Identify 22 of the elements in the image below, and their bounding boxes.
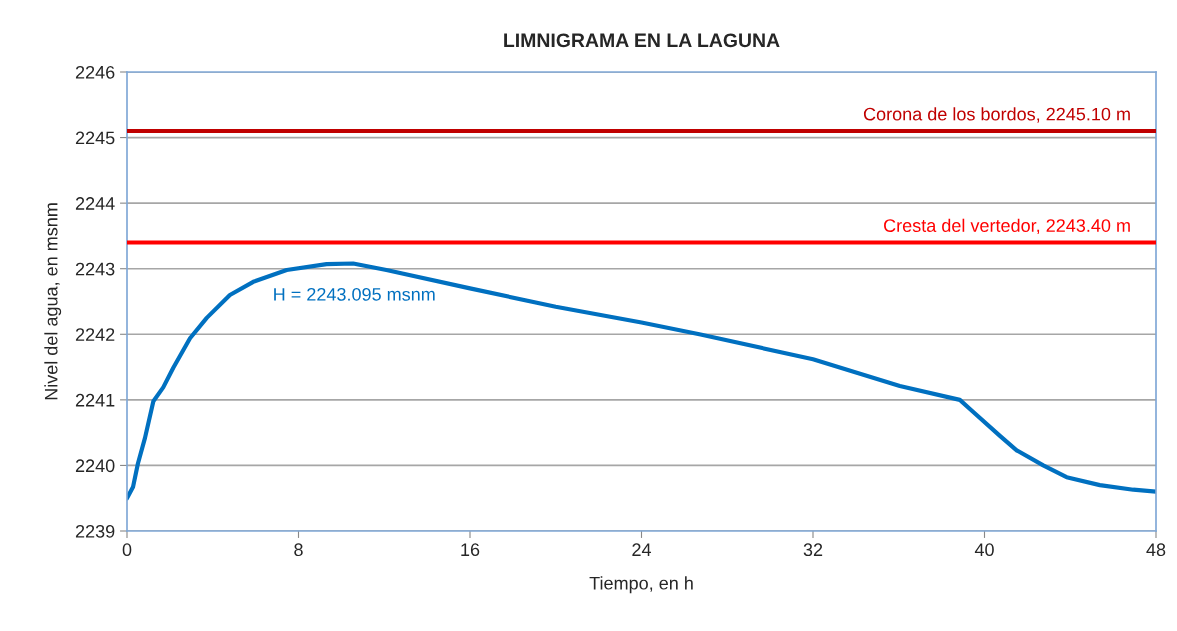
ref-line-label: Corona de los bordos, 2245.10 m — [863, 107, 1130, 123]
x-tick-label: 32 — [803, 543, 823, 557]
x-tick-label: 48 — [1146, 543, 1166, 557]
y-tick-label: 2240 — [75, 459, 115, 473]
x-tick-label: 8 — [294, 543, 303, 557]
y-tick-label: 2241 — [75, 393, 115, 407]
ref-line-label: Cresta del vertedor, 2243.40 m — [884, 218, 1130, 235]
y-tick-label: 2242 — [75, 328, 115, 341]
chart-title: LIMNIGRAMA EN LA LAGUNA — [504, 33, 780, 48]
x-tick-label: 0 — [122, 543, 132, 557]
x-tick-label: 40 — [974, 543, 994, 557]
x-tick-label: 16 — [461, 543, 480, 557]
x-tick-label: 24 — [632, 543, 652, 556]
y-tick-label: 2243 — [75, 262, 115, 276]
line-series — [127, 261, 1156, 501]
y-tick-label: 2246 — [75, 65, 115, 79]
y-tick-label: 2239 — [75, 524, 115, 538]
x-axis-title: Tiempo, en h — [589, 576, 693, 594]
y-axis-title: Nivel del agua, en msnm — [44, 203, 62, 400]
y-tick-label: 2244 — [75, 197, 115, 210]
y-tick-label: 2245 — [75, 131, 115, 145]
annotation: H = 2243.095 msnm — [274, 287, 435, 301]
